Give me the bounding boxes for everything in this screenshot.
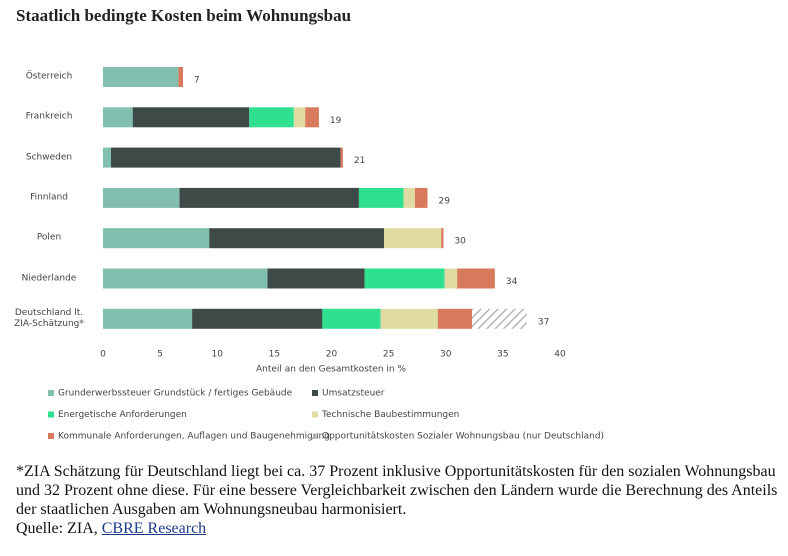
total-label: 29: [438, 196, 450, 206]
footnote-block: *ZIA Schätzung für Deutschland liegt bei…: [16, 462, 786, 538]
bar-segment: [322, 308, 381, 329]
legend-label: Opportunitätskosten Sozialer Wohnungsbau…: [322, 432, 604, 442]
x-tick-label: 40: [554, 350, 566, 360]
footnote: *ZIA Schätzung für Deutschland liegt bei…: [16, 463, 778, 518]
total-label: 34: [506, 277, 518, 287]
category-label: Schweden: [25, 152, 73, 163]
legend-label: Grunderwerbssteuer Grundstück / fertiges…: [58, 389, 293, 399]
total-label: 30: [454, 237, 466, 247]
legend-label: Umsatzsteuer: [322, 389, 385, 399]
bar-segment: [103, 268, 268, 289]
total-label: 7: [194, 76, 200, 86]
bar-segment: [364, 268, 445, 289]
chart-title: Staatlich bedingte Kosten beim Wohnungsb…: [16, 6, 351, 25]
x-tick-label: 15: [269, 350, 280, 360]
legend-label: Technische Baubestimmungen: [321, 410, 459, 420]
legend-label: Kommunale Anforderungen, Auflagen und Ba…: [58, 432, 330, 442]
bar-segment: [293, 107, 306, 128]
bar-segment: [132, 107, 250, 128]
total-label: 19: [330, 116, 342, 126]
category-label: Finnland: [30, 192, 68, 203]
bar-segment: [414, 187, 428, 208]
x-tick-label: 35: [497, 350, 508, 360]
bar-segment: [437, 308, 473, 329]
category-label: Frankreich: [25, 111, 73, 122]
bar-segment: [457, 268, 495, 289]
bar-segment: [192, 308, 323, 329]
source-prefix: Quelle: ZIA,: [16, 520, 98, 537]
x-axis-title: Anteil an den Gesamtkosten in %: [256, 365, 406, 375]
total-label: 21: [354, 156, 365, 166]
bar-segment: [441, 228, 444, 249]
bar-segment: [103, 187, 180, 208]
legend-swatch: [48, 433, 54, 439]
x-tick-label: 5: [157, 350, 163, 360]
bar-segment: [179, 187, 359, 208]
legend-label: Energetische Anforderungen: [58, 410, 187, 420]
x-tick-label: 20: [326, 350, 338, 360]
bar-segment: [103, 107, 133, 128]
total-label: 37: [538, 317, 549, 327]
category-label: Niederlande: [21, 273, 77, 283]
bar-segment: [472, 308, 527, 329]
category-label: Deutschland lt. ZIA-Schätzung*: [14, 307, 84, 329]
chart: Staatlich bedingte Kosten beim Wohnungsb…: [16, 6, 604, 442]
x-tick-label: 0: [100, 350, 106, 360]
legend-swatch: [312, 411, 318, 418]
bar-segment: [380, 308, 438, 329]
x-tick-label: 10: [212, 350, 224, 360]
bar-segment: [267, 268, 365, 289]
category-label: Österreich: [25, 71, 73, 82]
source: Quelle: ZIA, CBRE Research: [16, 519, 786, 538]
bar-segment: [444, 268, 458, 289]
source-link[interactable]: CBRE Research: [101, 520, 207, 537]
bar-segment: [249, 107, 294, 128]
bar-segment: [384, 228, 442, 249]
bar-segment: [358, 187, 404, 208]
legend-swatch: [312, 390, 318, 396]
bar-segment: [103, 67, 179, 87]
bar-segment: [209, 228, 385, 249]
category-label: Polen: [36, 232, 62, 243]
bar-segment: [103, 147, 111, 168]
x-tick-label: 25: [383, 350, 394, 360]
bar-segment: [110, 147, 341, 168]
bar-segment: [340, 147, 343, 168]
bar-segment: [103, 228, 210, 249]
legend-swatch: [311, 432, 319, 440]
bar-segment: [103, 308, 193, 329]
bar-segment: [305, 107, 319, 128]
legend-swatch: [48, 411, 54, 418]
x-tick-label: 30: [440, 350, 452, 360]
legend-swatch: [48, 390, 54, 396]
bar-segment: [403, 187, 415, 208]
bar-segment: [178, 67, 183, 87]
